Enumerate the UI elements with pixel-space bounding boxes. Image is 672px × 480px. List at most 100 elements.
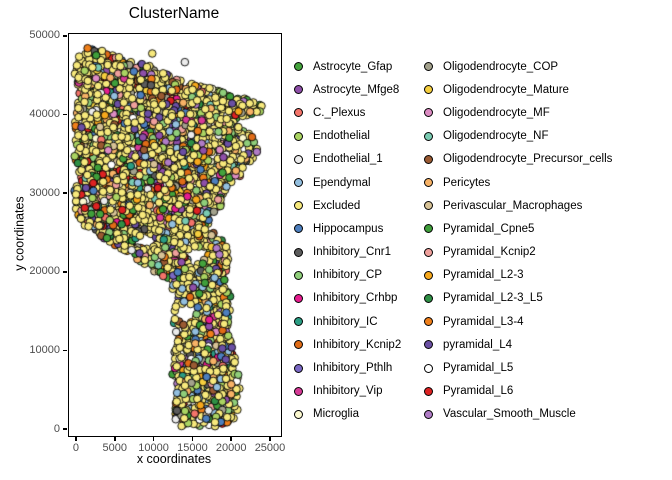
legend-item: pyramidal_L4 [424, 333, 612, 356]
plot-panel [68, 33, 282, 437]
x-tick-mark [114, 436, 116, 441]
legend-item: Oligodendrocyte_MF [424, 101, 612, 124]
y-tick-mark [62, 113, 67, 116]
x-tick-label: 10000 [138, 442, 169, 454]
legend-key-dot-icon [294, 386, 303, 396]
legend-key-dot-icon [294, 131, 303, 141]
legend-key-dot-icon [424, 85, 433, 95]
legend-column: Oligodendrocyte_COP Oligodendrocyte_Matur… [424, 55, 612, 426]
legend-label: Astrocyte_Gfap [313, 60, 393, 73]
legend-label: Oligodendrocyte_Precursor_cells [443, 153, 613, 166]
legend-column: Astrocyte_Gfap Astrocyte_Mfge8 C._Plexus En… [294, 55, 401, 426]
legend-key-dot-icon [294, 178, 303, 188]
y-tick-label: 30000 [29, 186, 60, 199]
y-tick-mark [62, 428, 67, 430]
legend-key-dot-icon [424, 270, 433, 280]
legend-label: Inhibitory_Kcnip2 [313, 338, 402, 351]
legend-label: pyramidal_L4 [443, 338, 513, 351]
legend-label: Pyramidal_L3-4 [443, 315, 524, 328]
legend-item: Oligodendrocyte_Mature [424, 78, 612, 101]
legend-label: Inhibitory_Crhbp [313, 292, 398, 305]
x-tick-mark [230, 436, 232, 441]
legend-label: Perivascular_Macrophages [443, 199, 583, 212]
y-tick-mark [62, 349, 67, 352]
legend-key-dot-icon [294, 108, 303, 118]
legend-item: Pericytes [424, 171, 612, 194]
legend-key-dot-icon [424, 409, 433, 419]
x-tick-mark [152, 436, 155, 441]
legend-label: Oligodendrocyte_COP [443, 60, 559, 73]
legend-item: Astrocyte_Mfge8 [294, 78, 401, 101]
legend-key-dot-icon [294, 340, 303, 350]
legend-item: Endothelial [294, 125, 401, 148]
legend-item: Oligodendrocyte_NF [424, 125, 612, 148]
legend-label: Oligodendrocyte_Mature [443, 83, 569, 96]
legend-item: Astrocyte_Gfap [294, 55, 401, 78]
y-tick-label: 10000 [29, 343, 60, 356]
legend-key-dot-icon [424, 108, 433, 118]
legend-item: Excluded [294, 194, 401, 217]
x-tick-mark [269, 436, 271, 441]
legend-item: Hippocampus [294, 217, 401, 240]
legend-key-dot-icon [424, 247, 433, 257]
legend-item: Pyramidal_L6 [424, 380, 612, 403]
legend-item: Inhibitory_Pthlh [294, 356, 401, 379]
legend-item: Oligodendrocyte_Precursor_cells [424, 148, 612, 171]
legend-key-dot-icon [424, 131, 433, 141]
legend-item: Inhibitory_Kcnip2 [294, 333, 401, 356]
legend-label: Pericytes [443, 176, 491, 189]
legend-item: Pyramidal_Cpne5 [424, 217, 612, 240]
y-tick-mark [62, 271, 67, 273]
legend-key-dot-icon [424, 340, 433, 350]
legend-key-dot-icon [294, 85, 303, 95]
legend-key-dot-icon [424, 317, 433, 327]
legend-item: Inhibitory_CP [294, 264, 401, 287]
legend-item: Pyramidal_Kcnip2 [424, 241, 612, 264]
x-tick-label: 15000 [177, 442, 208, 454]
legend-label: Inhibitory_Vip [313, 385, 383, 398]
legend-item: Inhibitory_Cnr1 [294, 241, 401, 264]
x-tick-mark [191, 436, 194, 441]
legend-item: Microglia [294, 403, 401, 426]
legend-label: Oligodendrocyte_NF [443, 130, 549, 143]
legend-key-dot-icon [294, 62, 303, 72]
scatter-points-canvas [69, 34, 281, 436]
legend-key-dot-icon [424, 224, 433, 234]
legend-item: Pyramidal_L2-3_L5 [424, 287, 612, 310]
legend-label: Endothelial_1 [313, 153, 383, 166]
legend-label: Hippocampus [313, 222, 384, 235]
x-axis-title: x coordinates [136, 452, 212, 466]
x-tick-label: 25000 [254, 442, 286, 454]
legend-item: Vascular_Smooth_Muscle [424, 403, 612, 426]
legend-item: Inhibitory_Crhbp [294, 287, 401, 310]
legend-key-dot-icon [294, 247, 303, 257]
legend-label: Pyramidal_L2-3_L5 [443, 292, 543, 305]
legend-item: Oligodendrocyte_COP [424, 55, 612, 78]
legend-item: Ependymal [294, 171, 401, 194]
legend-label: Ependymal [313, 176, 371, 189]
x-tick-label: 5000 [102, 442, 128, 454]
legend-label: Pyramidal_L6 [443, 385, 514, 398]
legend-key-dot-icon [424, 363, 433, 373]
y-axis-title: y coordinates [12, 196, 27, 271]
x-tick-mark [75, 436, 77, 441]
legend-label: Pyramidal_Cpne5 [443, 222, 535, 235]
legend-label: Microglia [313, 408, 360, 421]
legend-key-dot-icon [294, 224, 303, 234]
legend-label: Astrocyte_Mfge8 [313, 83, 400, 96]
legend-item: C._Plexus [294, 101, 401, 124]
legend-label: C._Plexus [313, 106, 366, 119]
legend-key-dot-icon [424, 386, 433, 396]
legend-key-dot-icon [424, 293, 433, 303]
legend-key-dot-icon [424, 62, 433, 72]
y-tick-mark [62, 35, 67, 37]
legend-label: Pyramidal_Kcnip2 [443, 246, 536, 259]
legend-label: Inhibitory_IC [313, 315, 378, 328]
chart-title: ClusterName [128, 5, 220, 22]
y-tick-label: 0 [53, 422, 60, 435]
legend-item: Pyramidal_L2-3 [424, 264, 612, 287]
legend-key-dot-icon [294, 154, 303, 164]
y-tick-mark [62, 192, 67, 194]
x-tick-label: 20000 [215, 442, 247, 454]
legend-key-dot-icon [294, 201, 303, 211]
